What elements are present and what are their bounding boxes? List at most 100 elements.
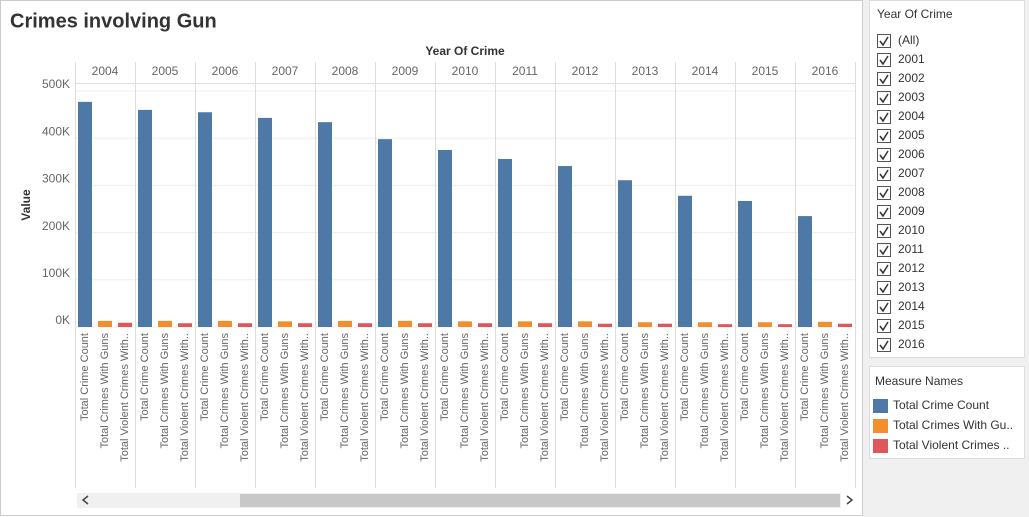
filter-item[interactable]: 2010 [898, 223, 925, 237]
column-header: 2007 [272, 64, 299, 78]
measure-label: Total Violent Crimes With.. [659, 333, 671, 462]
filter-item[interactable]: 2004 [898, 109, 925, 123]
checkbox[interactable] [877, 34, 891, 48]
checkbox[interactable] [877, 53, 891, 67]
column-header: 2016 [812, 64, 839, 78]
measure-label: Total Crime Count [379, 333, 391, 421]
filter-item[interactable]: 2016 [898, 337, 925, 351]
chart-title: Crimes involving Gun [10, 10, 217, 32]
measure-label: Total Crimes With Guns [99, 333, 111, 449]
bar [198, 112, 212, 328]
y-tick-label: 500K [42, 77, 70, 91]
checkmark [879, 36, 889, 47]
bar [638, 322, 652, 327]
bar [558, 166, 572, 327]
column-header-title: Year Of Crime [425, 44, 505, 58]
measure-label: Total Violent Crimes With.. [779, 333, 791, 462]
checkbox[interactable] [877, 281, 891, 295]
y-tick-label: 100K [42, 266, 70, 280]
filter-item[interactable]: 2008 [898, 185, 925, 199]
bar [798, 216, 812, 327]
checkmark [879, 321, 889, 332]
filter-item[interactable]: 2014 [898, 299, 925, 313]
scroll-left[interactable] [81, 495, 89, 505]
checkbox[interactable] [877, 129, 891, 143]
filter-item[interactable]: 2005 [898, 128, 925, 142]
y-axis-label: Value [19, 189, 33, 221]
bar [438, 150, 452, 327]
filter-item[interactable]: 2012 [898, 261, 925, 275]
checkbox[interactable] [877, 338, 891, 352]
checkbox[interactable] [877, 262, 891, 276]
checkmark [879, 302, 889, 313]
measure-label: Total Violent Crimes With.. [419, 333, 431, 462]
checkmark [879, 340, 889, 351]
measure-label: Total Crimes With Guns [219, 333, 231, 449]
checkbox[interactable] [877, 205, 891, 219]
bar [178, 323, 192, 327]
checkbox[interactable] [877, 319, 891, 333]
measure-label: Total Crimes With Guns [339, 333, 351, 449]
filter-item[interactable]: 2013 [898, 280, 925, 294]
filter-item[interactable]: 2007 [898, 166, 925, 180]
bar [98, 320, 112, 327]
bar [318, 122, 332, 327]
scroll-right[interactable] [846, 495, 854, 505]
filter-item[interactable]: 2009 [898, 204, 925, 218]
bar [538, 323, 552, 327]
filter-item[interactable]: 2001 [898, 52, 925, 66]
measure-label: Total Violent Crimes With.. [239, 333, 251, 462]
checkbox[interactable] [877, 300, 891, 314]
checkmark [879, 93, 889, 104]
measure-label: Total Crimes With Guns [759, 333, 771, 449]
checkbox[interactable] [877, 224, 891, 238]
checkmark [879, 226, 889, 237]
filter-item[interactable]: 2003 [898, 90, 925, 104]
filter-item[interactable]: 2015 [898, 318, 925, 332]
measure-label: Total Crime Count [679, 333, 691, 421]
measure-label: Total Crimes With Guns [399, 333, 411, 449]
checkbox[interactable] [877, 110, 891, 124]
measure-label: Total Crime Count [139, 333, 151, 421]
bar [338, 320, 352, 327]
measure-label: Total Violent Crimes With.. [359, 333, 371, 462]
measure-label: Total Violent Crimes With.. [479, 333, 491, 462]
measure-label: Total Crime Count [559, 333, 571, 421]
bar [738, 200, 752, 327]
bar [698, 322, 712, 327]
checkmark [879, 131, 889, 142]
legend-label: Total Crime Count [893, 398, 990, 412]
measure-label: Total Violent Crimes With.. [179, 333, 191, 462]
bar [118, 322, 132, 327]
checkbox[interactable] [877, 91, 891, 105]
checkmark [879, 74, 889, 85]
filter-item[interactable]: (All) [898, 33, 919, 47]
filter-item[interactable]: 2011 [898, 242, 924, 256]
measure-label: Total Crime Count [739, 333, 751, 421]
bar [158, 320, 172, 327]
filter-item[interactable]: 2002 [898, 71, 925, 85]
y-tick-label: 300K [42, 172, 70, 186]
legend-label: Total Violent Crimes .. [893, 438, 1010, 452]
scrollbar-thumb[interactable] [240, 494, 840, 507]
bar [458, 321, 472, 327]
filter-item[interactable]: 2006 [898, 147, 925, 161]
measure-label: Total Crime Count [199, 333, 211, 421]
column-header: 2004 [92, 64, 119, 78]
legend-swatch [873, 439, 888, 453]
column-header: 2012 [572, 64, 599, 78]
checkbox[interactable] [877, 243, 891, 257]
checkbox[interactable] [877, 72, 891, 86]
measure-label: Total Crime Count [79, 333, 91, 421]
bar [358, 323, 372, 327]
checkbox[interactable] [877, 186, 891, 200]
column-header: 2014 [692, 64, 719, 78]
filter-title: Year Of Crime [877, 7, 953, 21]
checkmark [879, 112, 889, 123]
checkbox[interactable] [877, 167, 891, 181]
checkmark [879, 245, 889, 256]
checkbox[interactable] [877, 148, 891, 162]
measure-label: Total Crimes With Guns [279, 333, 291, 449]
measure-label: Total Violent Crimes With.. [719, 333, 731, 462]
